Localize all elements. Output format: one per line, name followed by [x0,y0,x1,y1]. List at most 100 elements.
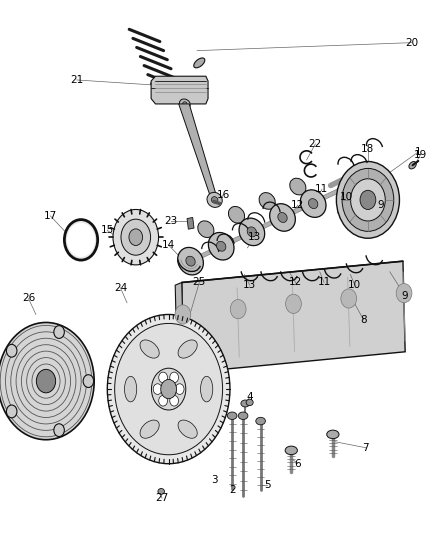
Ellipse shape [229,206,244,223]
Circle shape [360,190,376,209]
Ellipse shape [308,199,318,208]
Text: 18: 18 [361,144,374,154]
Ellipse shape [238,412,248,419]
Circle shape [159,372,167,383]
Circle shape [7,405,17,418]
Ellipse shape [270,204,295,231]
Text: 8: 8 [360,315,367,325]
Ellipse shape [158,489,164,495]
Ellipse shape [247,227,257,237]
Circle shape [121,219,151,255]
Ellipse shape [209,233,233,260]
Circle shape [0,322,94,440]
Text: 15: 15 [101,225,114,235]
Ellipse shape [208,232,234,260]
Circle shape [341,289,357,308]
Ellipse shape [300,190,326,217]
Polygon shape [187,217,194,229]
Ellipse shape [301,190,325,217]
Text: 9: 9 [378,200,385,210]
Ellipse shape [186,256,195,266]
Ellipse shape [409,161,416,169]
Ellipse shape [290,178,306,195]
Ellipse shape [124,376,137,402]
Circle shape [36,369,56,393]
Text: 12: 12 [291,200,304,210]
Ellipse shape [259,192,275,209]
Text: 21: 21 [70,75,83,85]
Ellipse shape [246,399,253,406]
Ellipse shape [198,221,214,238]
Ellipse shape [140,420,159,438]
Text: 1: 1 [415,147,422,157]
Text: 11: 11 [315,184,328,194]
Circle shape [175,305,191,324]
Circle shape [342,168,394,231]
Circle shape [113,209,159,265]
Ellipse shape [178,247,203,275]
Text: 13: 13 [247,232,261,242]
Text: 22: 22 [309,139,322,149]
Ellipse shape [285,446,297,455]
Text: 2: 2 [229,486,236,495]
Text: 9: 9 [402,291,409,301]
Ellipse shape [194,58,205,68]
Circle shape [170,395,179,406]
Circle shape [67,223,95,257]
Polygon shape [179,104,217,203]
Text: 14: 14 [162,240,175,250]
Circle shape [350,179,385,221]
Text: 19: 19 [414,150,427,159]
Circle shape [175,384,184,394]
Circle shape [54,424,64,437]
Ellipse shape [140,340,159,358]
Ellipse shape [201,376,213,402]
Text: 27: 27 [155,494,169,503]
Ellipse shape [180,99,190,109]
Text: 13: 13 [243,280,256,290]
Circle shape [396,284,412,303]
Circle shape [230,300,246,319]
Polygon shape [182,261,405,373]
Ellipse shape [241,400,250,407]
Ellipse shape [239,218,265,246]
Text: 5: 5 [264,480,271,490]
Ellipse shape [178,420,197,438]
Text: 25: 25 [193,278,206,287]
Circle shape [153,384,162,394]
Text: 6: 6 [294,459,301,469]
Text: 3: 3 [211,475,218,484]
Circle shape [83,375,94,387]
Text: 16: 16 [217,190,230,199]
Circle shape [107,314,230,464]
Ellipse shape [207,192,222,207]
Ellipse shape [256,417,265,425]
Ellipse shape [227,412,237,419]
Ellipse shape [183,102,187,106]
Ellipse shape [278,213,287,222]
Ellipse shape [212,197,218,203]
Text: 11: 11 [318,278,331,287]
Circle shape [129,229,143,246]
Ellipse shape [216,241,226,251]
Circle shape [336,161,399,238]
Text: 23: 23 [164,216,177,226]
Circle shape [159,395,167,406]
Text: 10: 10 [339,192,353,202]
Ellipse shape [178,340,197,358]
Polygon shape [175,282,184,376]
Text: 10: 10 [348,280,361,290]
Circle shape [54,326,64,338]
Circle shape [286,294,301,313]
Text: 4: 4 [246,392,253,402]
Circle shape [64,220,98,260]
Text: 20: 20 [405,38,418,47]
Circle shape [161,379,177,399]
Ellipse shape [240,219,264,245]
Polygon shape [151,76,208,104]
Text: 12: 12 [289,278,302,287]
Text: 17: 17 [44,211,57,221]
Text: 24: 24 [114,283,127,293]
Ellipse shape [327,430,339,439]
Ellipse shape [270,204,295,231]
